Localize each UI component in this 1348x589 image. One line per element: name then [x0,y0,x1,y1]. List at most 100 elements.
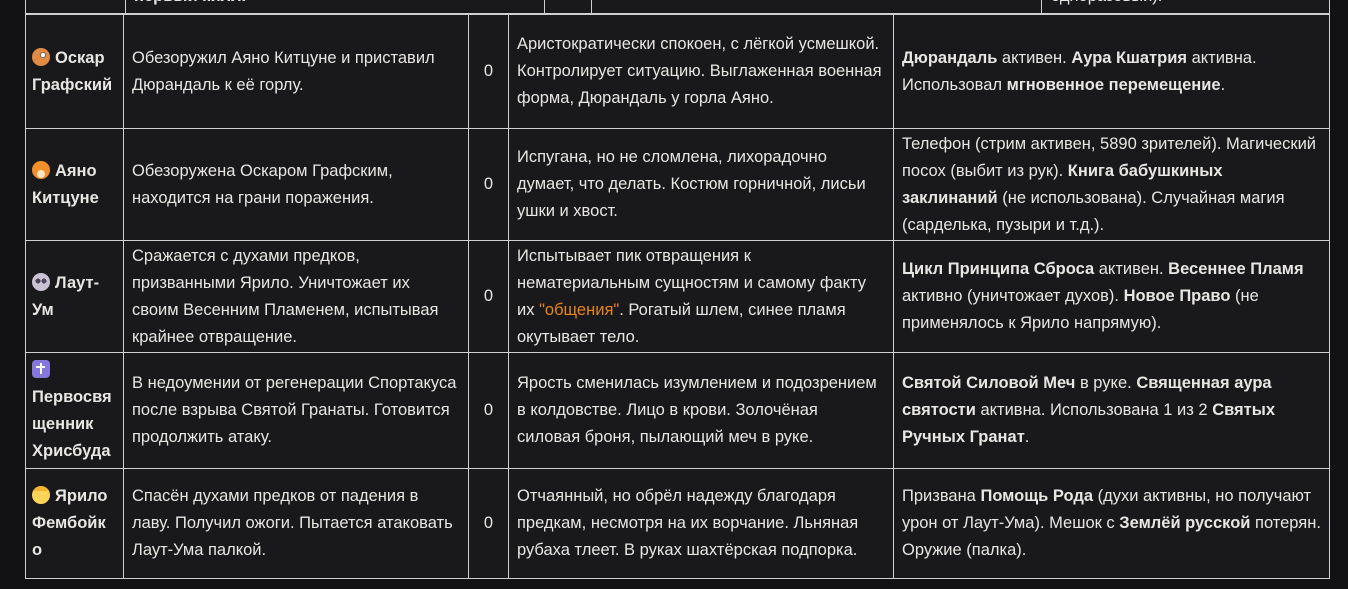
items-cell: Дюрандаль активен. Аура Кшатрия активна.… [894,15,1329,128]
action-cell: Спасён духами предков от падения в лаву.… [124,469,468,578]
items-text: Телефон (стрим активен, 5890 зрителей). … [902,131,1321,239]
kill-count-cell: 0 [469,241,508,352]
items-text: Святой Силовой Меч в руке. Священная аур… [902,370,1321,451]
bold-text: Книга бабушкиных заклинаний [902,161,1223,207]
column-divider [591,0,592,13]
state-text: Отчаянный, но обрёл надежду благодаря пр… [517,483,885,564]
table-row: Оскар Графский Обезоружил Аяно Китцуне и… [26,15,1329,128]
kill-count-cell: 0 [469,15,508,128]
character-name: Первосвященник Хрисбуда [32,387,112,460]
text-segment: (не использована). Случайная магия (сард… [902,188,1285,234]
kill-count: 0 [483,401,494,419]
name-cell: Первосвященник Хрисбуда [26,353,123,468]
bold-text: Помощь Рода [980,487,1093,505]
skull-emoji [32,272,50,291]
text-segment: Отчаянный, но обрёл надежду благодаря пр… [517,487,859,559]
text-segment: Призвана [902,487,981,505]
action-cell: Сражается с духами предков, призванными … [124,241,468,352]
text-segment: . [1220,75,1226,94]
kill-count: 0 [483,514,494,532]
column-divider [544,0,545,13]
kill-count-cell: 0 [469,469,508,578]
previous-row-items-text: одноразовый). [1051,0,1162,10]
column-divider [125,0,126,13]
text-segment: активен. [997,48,1072,67]
action-cell: В недоумении от регенерации Спортакуса п… [124,353,468,468]
state-cell: Испугана, но не сломлена, лихорадочно ду… [509,129,893,240]
previous-row-action-text: первый килл. [134,0,246,10]
kill-count-cell: 0 [469,353,508,468]
table-row: Лаут-Ум Сражается с духами предков, приз… [26,241,1329,352]
items-text: Призвана Помощь Рода (духи активны, но п… [902,483,1321,564]
previous-table-partial-row: первый килл. одноразовый). [25,0,1330,14]
latin-cross-emoji [32,359,50,378]
text-segment: . [1024,428,1030,446]
action-text: Обезоружил Аяно Китцуне и приставил Дюра… [132,48,435,94]
action-text: В недоумении от регенерации Спортакуса п… [132,374,457,446]
items-text: Цикл Принципа Сброса активен. Весеннее П… [902,256,1321,337]
name-cell: Аяно Китцуне [26,129,123,240]
character-name: Аяно Китцуне [32,161,99,207]
items-cell: Цикл Принципа Сброса активен. Весеннее П… [894,241,1329,352]
table-row: Первосвященник Хрисбуда В недоумении от … [26,353,1329,468]
action-text: Спасён духами предков от падения в лаву.… [132,487,453,559]
bold-text: Святых Ручных Гранат [902,401,1276,446]
text-segment: Испугана, но не сломлена, лихорадочно ду… [517,148,866,220]
text-segment: активно (уничтожает духов). [902,287,1124,305]
bold-text: Аура Кшатрия [1071,48,1187,67]
text-segment: (духи активны, но получают урон от Лаут-… [902,487,1312,532]
table-row: Аяно Китцуне Обезоружена Оскаром Графски… [26,129,1329,240]
state-cell: Испытывает пик отвращения к нематериальн… [509,241,893,352]
monocle-face-emoji [32,47,50,66]
state-text: Испугана, но не сломлена, лихорадочно ду… [517,144,885,225]
highlighted-text: "общения" [539,300,620,319]
text-segment: активен. [1094,260,1169,278]
name-cell: Лаут-Ум [26,241,123,352]
action-cell: Обезоружил Аяно Китцуне и приставил Дюра… [124,15,468,128]
name-cell: Ярило Фембойко [26,469,123,578]
kill-count-cell: 0 [469,129,508,240]
action-text: Обезоружена Оскаром Графским, находится … [132,161,393,207]
character-name: Ярило Фембойко [32,487,108,559]
text-segment: Телефон (стрим активен, 5890 зрителей). … [902,134,1316,180]
bold-text: мгновенное перемещение [1006,75,1221,94]
bold-text: Цикл Принципа Сброса [902,260,1095,278]
kill-count: 0 [483,287,494,305]
action-text: Сражается с духами предков, призванными … [132,246,439,346]
text-segment: потерян. Оружие (палка). [902,514,1321,559]
action-cell: Обезоружена Оскаром Графским, находится … [124,129,468,240]
bold-text: Новое Право [1123,287,1231,305]
fox-face-emoji [32,160,50,179]
name-cell: Оскар Графский [26,15,123,128]
bold-text: Священная аура святости [902,374,1272,419]
table-row: Ярило Фембойко Спасён духами предков от … [26,469,1329,578]
state-text: Ярость сменилась изумлением и подозрение… [517,370,885,451]
character-status-table: Оскар Графский Обезоружил Аяно Китцуне и… [25,14,1330,579]
text-segment: в руке. [1075,374,1137,392]
character-name: Оскар Графский [32,48,113,94]
items-cell: Святой Силовой Меч в руке. Священная аур… [894,353,1329,468]
kill-count: 0 [483,175,494,193]
items-text: Дюрандаль активен. Аура Кшатрия активна.… [902,45,1321,99]
text-segment: активна. Использовал [902,48,1257,94]
text-segment: . Рогатый шлем, синее пламя окутывает те… [517,300,846,346]
text-segment: Аристократически спокоен, с лёгкой усмеш… [517,35,882,107]
bold-text: Дюрандаль [902,48,998,67]
items-cell: Призвана Помощь Рода (духи активны, но п… [894,469,1329,578]
column-divider [1041,0,1042,13]
state-cell: Ярость сменилась изумлением и подозрение… [509,353,893,468]
text-segment: Ярость сменилась изумлением и подозрение… [517,374,877,446]
text-segment: (не применялось к Ярило напрямую). [902,287,1259,332]
blond-person-emoji [32,486,50,504]
character-name: Лаут-Ум [32,273,100,319]
kill-count: 0 [483,62,494,80]
text-segment: активна. Использована 1 из 2 [975,401,1213,419]
items-cell: Телефон (стрим активен, 5890 зрителей). … [894,129,1329,240]
state-cell: Отчаянный, но обрёл надежду благодаря пр… [509,469,893,578]
state-text: Испытывает пик отвращения к нематериальн… [517,243,885,351]
bold-text: Весеннее Пламя [1168,260,1304,278]
state-text: Аристократически спокоен, с лёгкой усмеш… [517,31,885,112]
bold-text: Землёй русской [1119,514,1251,532]
text-segment: Испытывает пик отвращения к нематериальн… [517,246,866,319]
